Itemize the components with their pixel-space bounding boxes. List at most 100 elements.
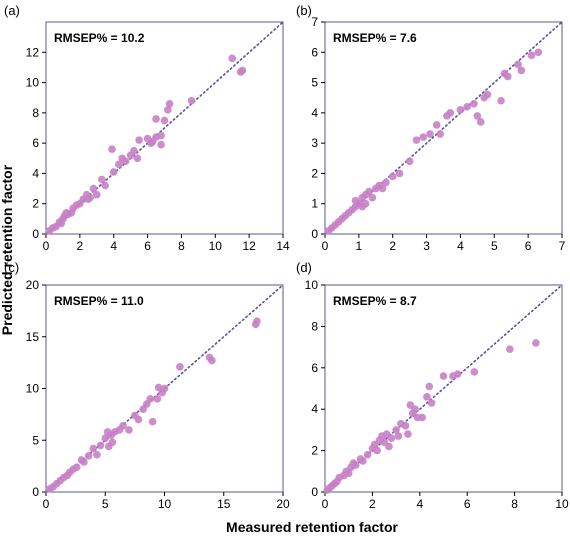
data-point [382,178,390,187]
data-point [84,195,93,203]
data-point [133,154,142,163]
data-point [401,421,410,430]
panel-letter: (b) [296,3,312,18]
data-point [361,199,370,208]
data-point [114,160,123,169]
x-tick-label: 3 [423,239,430,253]
data-point [62,209,71,217]
data-point [130,146,138,155]
y-tick-label: 10 [305,278,319,292]
x-tick-label: 6 [464,497,471,511]
x-tick-label: 0 [322,239,329,253]
data-point [108,145,116,153]
data-point [157,131,165,140]
data-point [152,115,160,123]
x-tick-label: 2 [369,497,376,511]
x-tick-label: 5 [491,239,498,253]
data-point [470,368,479,376]
data-point [385,442,393,451]
data-point [532,339,540,347]
data-point [164,106,172,114]
x-tick-label: 15 [217,497,231,511]
data-point [497,96,505,105]
y-tick-label: 4 [32,166,39,180]
data-point [208,356,216,365]
identity-line [324,21,563,235]
x-tick-label: 4 [416,497,423,511]
x-tick-label: 5 [102,497,109,511]
plot-frame [324,21,563,235]
data-point [187,96,196,105]
data-point [453,370,462,378]
data-point [425,382,434,391]
data-point [84,451,93,460]
y-axis-title: Predicted retention factor [0,164,15,335]
x-tick-label: 10 [209,239,223,253]
data-point [108,438,117,447]
data-point [363,450,372,459]
y-tick-label: 0 [32,485,39,499]
y-tick-label: 0 [311,227,318,241]
x-tick-label: 0 [322,497,329,511]
y-tick-label: 8 [311,319,318,333]
data-point [148,417,157,426]
data-point [419,133,427,141]
x-tick-label: 10 [158,497,172,511]
panel-letter: (c) [4,260,19,275]
data-point [96,441,105,450]
data-point [463,103,472,111]
data-point [228,54,237,63]
data-point [387,434,396,442]
data-point [160,384,169,393]
data-point [470,99,478,108]
panel-letter: (d) [296,260,312,275]
data-point [476,118,485,126]
y-tick-label: 12 [26,45,40,59]
x-tick-label: 0 [43,497,50,511]
data-point [388,172,397,181]
data-point [101,434,110,442]
y-tick-label: 0 [311,485,318,499]
plot-frame [45,21,284,235]
x-tick-label: 20 [276,497,290,511]
y-tick-label: 0 [32,227,39,241]
data-point [101,181,110,190]
data-point [411,405,419,414]
data-point [121,157,130,166]
x-tick-label: 7 [559,239,566,253]
data-point [378,184,387,193]
data-point [412,136,421,144]
data-point [176,362,184,371]
y-tick-label: 10 [26,76,40,90]
data-point [504,72,512,81]
y-tick-label: 4 [311,106,318,120]
data-point [134,415,143,424]
data-point [98,175,106,184]
y-tick-label: 6 [311,361,318,375]
x-tick-label: 2 [77,239,84,253]
x-tick-label: 8 [511,497,518,511]
panel-a: 0 2 4 6 8 10 12 14 0 2 4 6 8 10 12 RMSEP% = 10.2 (a) [4,3,290,253]
data-point [135,136,143,144]
data-point [365,187,373,196]
data-point [439,372,448,380]
plot-frame [324,284,563,493]
data-point [160,116,169,125]
y-tick-label: 4 [311,402,318,416]
data-point [253,317,261,326]
x-tick-label: 0 [43,239,50,253]
panel-c: 0 5 10 15 20 0 5 10 15 20 RMSEP% = 11.0 (c) [4,260,290,511]
rmsep-annotation: RMSEP% = 11.0 [54,294,144,308]
panel-letter: (a) [4,3,20,18]
y-tick-label: 10 [26,382,40,396]
data-point [73,463,81,471]
data-point [373,446,381,455]
y-tick-label: 5 [32,433,39,447]
y-tick-label: 15 [26,330,40,344]
y-tick-label: 5 [311,76,318,90]
data-point [404,430,412,438]
x-tick-label: 8 [178,239,185,253]
data-point [165,99,174,108]
x-tick-label: 6 [144,239,151,253]
